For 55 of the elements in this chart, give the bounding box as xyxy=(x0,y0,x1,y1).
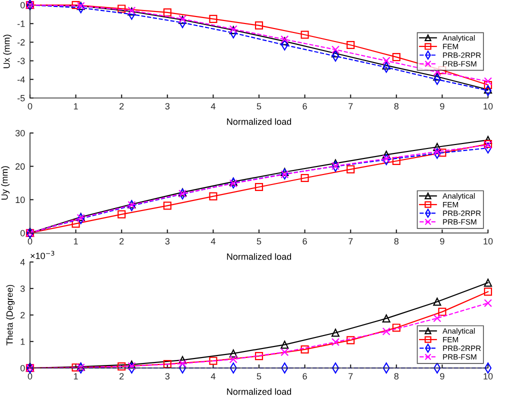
x-tick-label: 9 xyxy=(440,373,444,380)
x-tick-label: 7 xyxy=(348,103,353,110)
y-tick-label: 0 xyxy=(20,364,25,372)
x-tick-label: 8 xyxy=(394,373,399,380)
y-tick-label: -2 xyxy=(18,39,25,46)
y-tick-label: 0 xyxy=(20,2,25,8)
x-tick-label: 6 xyxy=(302,103,307,110)
y-axis-title: Ux (mm) xyxy=(3,34,12,68)
text: ×10$^{−3}$ xyxy=(30,250,54,260)
x-tick-label: 5 xyxy=(256,373,262,380)
x-tick-label: 3 xyxy=(165,373,170,380)
x-axis-title: Normalized load xyxy=(227,388,292,395)
y-tick-label: -3 xyxy=(18,58,25,64)
x-tick-label: 2 xyxy=(120,238,124,244)
x-tick-label: 9 xyxy=(440,238,444,244)
x-tick-label: 0 xyxy=(28,103,32,110)
x-tick-label: 10 xyxy=(484,238,493,244)
x-tick-label: 1 xyxy=(74,103,78,110)
x-tick-label: 8 xyxy=(394,103,399,110)
x-tick-label: 3 xyxy=(165,103,170,110)
x-tick-label: 1 xyxy=(74,238,78,244)
x-tick-label: 10 xyxy=(484,373,493,380)
y-tick-label: 4 xyxy=(20,259,25,266)
x-tick-label: 1 xyxy=(74,373,78,380)
x-tick-label: 4 xyxy=(210,373,216,380)
y-axis-title: Uy (mm) xyxy=(1,166,10,200)
x-tick-label: 0 xyxy=(28,238,32,244)
x-tick-label: 0 xyxy=(28,373,32,380)
y-tick-label: -1 xyxy=(18,20,25,27)
y-tick-label: 10 xyxy=(16,196,25,204)
x-tick-label: 7 xyxy=(348,373,353,380)
x-axis-title: Normalized load xyxy=(227,118,292,125)
x-tick-label: 4 xyxy=(210,238,216,244)
y-tick-label: 2 xyxy=(20,312,25,318)
x-tick-label: 6 xyxy=(302,373,307,380)
y-tick-label: 30 xyxy=(15,130,25,136)
y-tick-label: -5 xyxy=(18,95,25,102)
x-tick-label: 3 xyxy=(165,238,170,244)
x-tick-label: 8 xyxy=(394,238,399,244)
x-axis-title: Normalized load xyxy=(227,253,292,260)
x-tick-label: 10 xyxy=(484,103,493,110)
x-tick-label: 7 xyxy=(348,238,353,244)
x-tick-label: 2 xyxy=(120,373,124,380)
x-tick-label: 9 xyxy=(440,103,444,110)
x-tick-label: 6 xyxy=(302,238,307,244)
x-tick-label: 4 xyxy=(210,103,216,110)
y-tick-label: 0 xyxy=(20,230,25,236)
x-tick-label: 5 xyxy=(256,103,262,110)
y-tick-label: 1 xyxy=(20,338,25,345)
x-tick-label: 2 xyxy=(120,103,124,110)
x-tick-label: 5 xyxy=(256,238,262,244)
y-axis-title: Theta (Degree) xyxy=(6,284,15,346)
y-tick-label: -4 xyxy=(18,76,25,83)
y-tick-label: 3 xyxy=(20,285,25,292)
y-tick-label: 20 xyxy=(16,163,25,170)
